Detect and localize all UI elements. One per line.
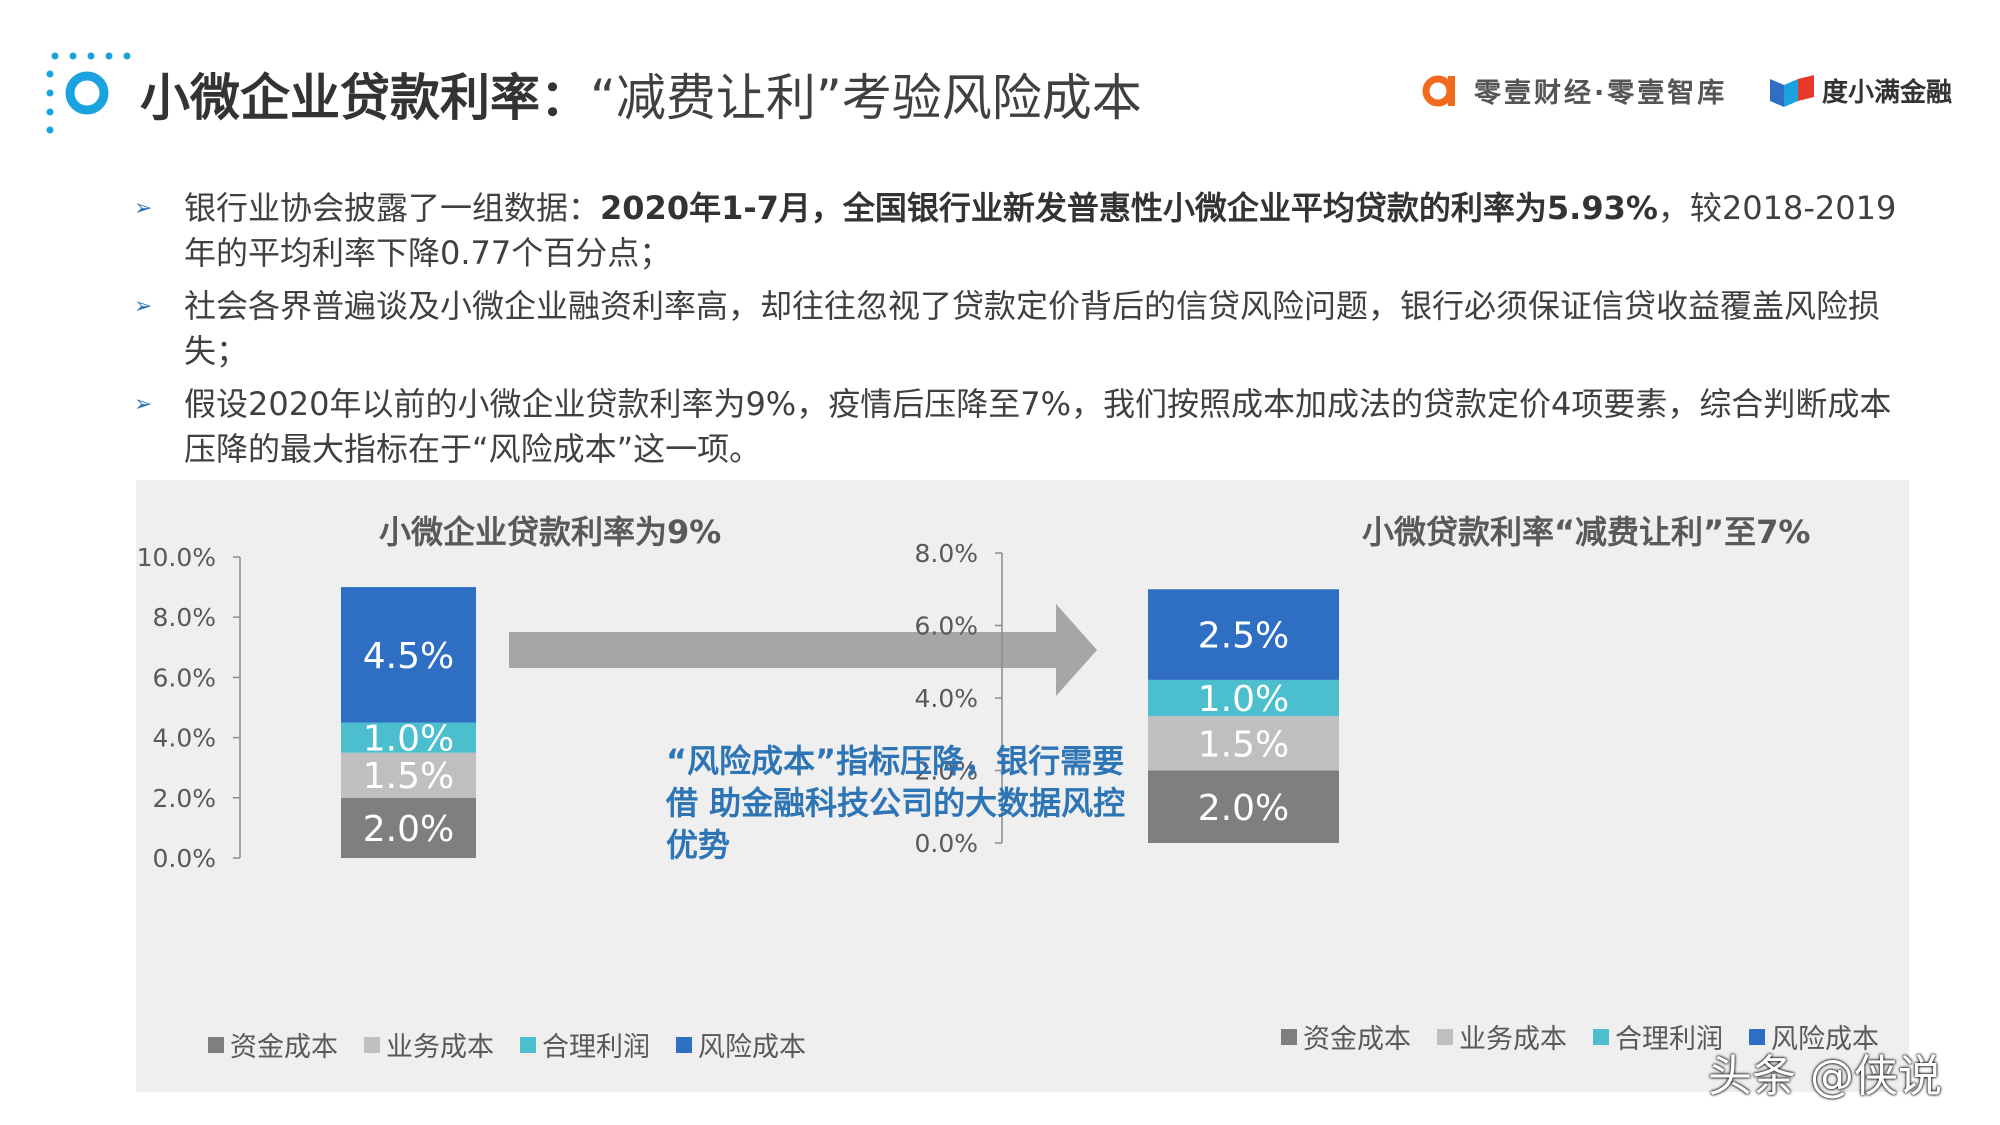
legend-swatch: [364, 1036, 380, 1053]
bar-data-label: 2.5%: [1198, 616, 1289, 657]
bar-data-label: 1.0%: [363, 719, 454, 760]
legend-label: 资金成本: [230, 1032, 338, 1063]
page-title: 小微企业贷款利率：“减费让利”考验风险成本: [140, 58, 1142, 130]
chart-right-title: 小微贷款利率“减费让利”至7%: [1362, 513, 1811, 551]
bar-segment: [341, 797, 476, 858]
bar-data-label: 2.0%: [1198, 788, 1289, 829]
legend-swatch: [520, 1036, 536, 1053]
brand-duxiaoman: 度小满金融: [1770, 72, 1952, 109]
legend-item: 业务成本: [1437, 1017, 1567, 1056]
title-sub: “减费让利”考验风险成本: [590, 69, 1142, 127]
legend-label: 风险成本: [1771, 1024, 1879, 1055]
bullet-list: ➢ 银行业协会披露了一组数据：2020年1-7月，全国银行业新发普惠性小微企业平…: [130, 186, 1910, 480]
legend-label: 业务成本: [386, 1032, 494, 1063]
bullet-bold-text: 2020年1-7月，全国银行业新发普惠性小微企业平均贷款的利率为5.93%: [600, 189, 1658, 227]
legend-item: 合理利润: [520, 1025, 650, 1064]
callout-text: “风险成本”指标压降，银行需要借 助金融科技公司的大数据风控优势: [666, 742, 1126, 864]
bar-segment: [1148, 716, 1339, 771]
arrow-bullet-icon: ➢: [134, 392, 153, 417]
legend-swatch: [1593, 1028, 1609, 1045]
bar-data-label: 4.5%: [363, 636, 454, 677]
bar-data-label: 1.5%: [363, 756, 454, 797]
chart-left-title: 小微企业贷款利率为9%: [379, 513, 722, 551]
y-tick-label: 6.0%: [152, 663, 216, 692]
bar-segment: [1148, 770, 1339, 843]
legend-swatch: [676, 1036, 692, 1053]
y-tick-label: 2.0%: [152, 784, 216, 813]
y-tick-label: 8.0%: [152, 603, 216, 632]
y-tick-label: 4.0%: [914, 684, 978, 713]
legend-label: 资金成本: [1303, 1024, 1411, 1055]
y-tick-label: 10.0%: [137, 543, 216, 572]
bar-segment: [341, 722, 476, 753]
legend-swatch: [208, 1036, 224, 1053]
chart-right-legend: 资金成本 业务成本 合理利润 风险成本: [1281, 1017, 1879, 1056]
brand-01caijing: 零壹财经·零壹智库: [1420, 70, 1727, 110]
watermark: 头条 @侠说: [1708, 1051, 1942, 1102]
legend-item: 风险成本: [1749, 1017, 1879, 1056]
y-tick-label: 4.0%: [152, 724, 216, 753]
bullet-text: 社会各界普遍谈及小微企业融资利率高，却往往忽视了贷款定价背后的信贷风险问题，银行…: [184, 287, 1881, 370]
chart-panel: 小微企业贷款利率为9% 小微贷款利率“减费让利”至7% 0.0% 2.0% 4.0%…: [136, 480, 1909, 1092]
bar-segment: [341, 587, 476, 723]
transition-arrow-icon: [509, 604, 1097, 696]
bar-segment: [1148, 679, 1339, 717]
bar-data-label: 1.0%: [1198, 679, 1289, 720]
bullet-item: ➢ 假设2020年以前的小微企业贷款利率为9%，疫情后压降至7%，我们按照成本加…: [130, 382, 1910, 472]
bar-segment: [1148, 589, 1339, 680]
legend-item: 业务成本: [364, 1025, 494, 1064]
arrow-bullet-icon: ➢: [134, 294, 153, 319]
bullet-text: 银行业协会披露了一组数据：: [184, 189, 601, 227]
y-tick-label: 0.0%: [914, 829, 978, 858]
legend-label: 合理利润: [1615, 1024, 1723, 1055]
bar-data-label: 1.5%: [1198, 724, 1289, 765]
legend-label: 业务成本: [1459, 1024, 1567, 1055]
bullet-item: ➢ 银行业协会披露了一组数据：2020年1-7月，全国银行业新发普惠性小微企业平…: [130, 186, 1910, 276]
bullet-text: 假设2020年以前的小微企业贷款利率为9%，疫情后压降至7%，我们按照成本加成法…: [184, 385, 1892, 468]
legend-swatch: [1749, 1028, 1765, 1045]
title-main: 小微企业贷款利率：: [140, 69, 590, 127]
duxiaoman-logo-icon: [1770, 74, 1814, 107]
brand-left-label: 零壹财经·零壹智库: [1474, 77, 1728, 109]
orange-a-logo-icon: [1422, 75, 1455, 107]
dotted-ring-logo-icon: [46, 52, 131, 134]
bar-segment: [341, 752, 476, 798]
legend-item: 风险成本: [676, 1025, 806, 1064]
chart-left-legend: 资金成本 业务成本 合理利润 风险成本: [208, 1025, 806, 1064]
bullet-text: ，较2018-2019年的平均利率下降0.77个百分点；: [184, 189, 1897, 272]
brand-right-label: 度小满金融: [1822, 78, 1953, 108]
y-tick-label: 8.0%: [914, 539, 978, 568]
bullet-item: ➢ 社会各界普遍谈及小微企业融资利率高，却往往忽视了贷款定价背后的信贷风险问题，…: [130, 284, 1910, 374]
legend-item: 资金成本: [1281, 1017, 1411, 1056]
legend-label: 合理利润: [542, 1032, 650, 1063]
legend-item: 合理利润: [1593, 1017, 1723, 1056]
arrow-bullet-icon: ➢: [134, 196, 153, 221]
y-tick-label: 6.0%: [914, 612, 978, 641]
y-tick-label: 0.0%: [152, 844, 216, 873]
bar-data-label: 2.0%: [363, 809, 454, 850]
chart-canvas: 0.0%2.0%4.0%6.0%8.0%10.0%2.0%1.5%1.0%4.5…: [137, 539, 1339, 873]
legend-label: 风险成本: [698, 1032, 806, 1063]
legend-swatch: [1281, 1028, 1297, 1045]
y-tick-label: 2.0%: [914, 757, 978, 786]
legend-item: 资金成本: [208, 1025, 338, 1064]
legend-swatch: [1437, 1028, 1453, 1045]
